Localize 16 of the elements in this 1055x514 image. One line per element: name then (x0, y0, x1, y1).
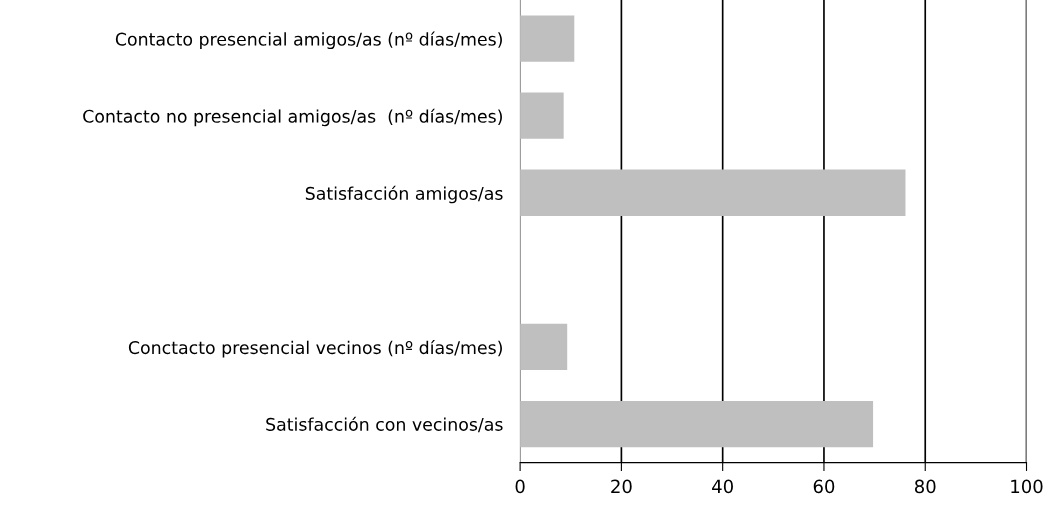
x-tick-label: 100 (1011, 479, 1043, 494)
bar (520, 400, 874, 448)
x-tick-label: 60 (813, 479, 835, 494)
bar (520, 169, 906, 216)
x-tick-label: 0 (515, 479, 525, 494)
bar (520, 323, 568, 371)
x-tick-label: 40 (712, 479, 733, 494)
y-tick-label: Satisfacción amigos/as (305, 185, 503, 204)
x-tick-label: 80 (914, 479, 936, 494)
y-tick-label: Contacto no presencial amigos/as (nº días/mes) (83, 108, 502, 127)
y-tick-label: Contacto presencial amigos/as (nº días/mes) (115, 31, 502, 50)
y-tick-label: Satisfacción con vecinos/as (266, 416, 503, 433)
y-tick-label: Conctacto presencial vecinos (nº días/mes) (128, 340, 502, 358)
x-tick-label: 20 (611, 479, 632, 494)
bar (520, 15, 575, 62)
bar (520, 92, 564, 139)
